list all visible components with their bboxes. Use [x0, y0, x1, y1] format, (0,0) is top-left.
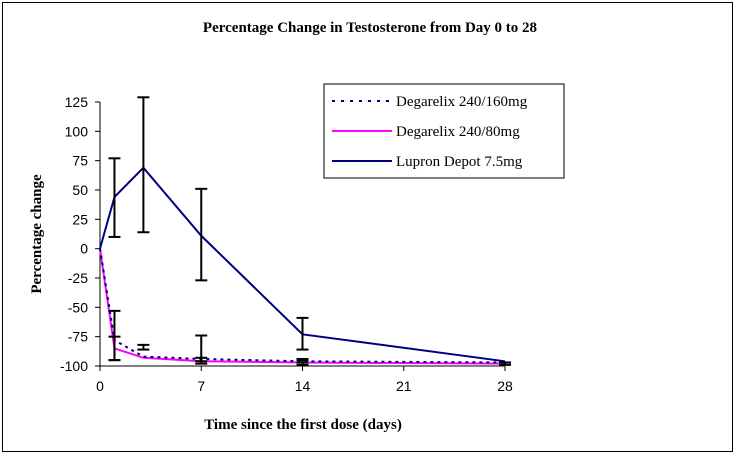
x-tick-label: 14 — [295, 378, 311, 394]
y-tick-label: -25 — [68, 270, 88, 286]
x-tick-label: 21 — [396, 378, 412, 394]
error-bar — [296, 316, 309, 351]
series-line-2 — [99, 166, 506, 363]
error-bar — [296, 359, 309, 366]
legend-label-1: Degarelix 240/80mg — [396, 124, 520, 140]
y-tick-label: 75 — [72, 153, 88, 169]
error-bar — [195, 187, 208, 282]
legend-label-2: Lupron Depot 7.5mg — [396, 154, 523, 170]
error-bar — [137, 343, 150, 351]
y-tick-label: 25 — [72, 211, 88, 227]
y-tick-label: 0 — [80, 241, 88, 257]
axes: 125 100 75 50 25 0 -25 -50 -75 -100 0 7 14 21 28 — [60, 94, 513, 394]
legend-label-0: Degarelix 240/160mg — [396, 94, 528, 110]
error-bar — [499, 361, 511, 366]
series-line-0 — [99, 248, 506, 364]
chart-title: Percentage Change in Testosterone from D… — [203, 20, 537, 36]
chart-frame — [2, 2, 733, 452]
error-bar — [108, 335, 121, 362]
x-tick-label: 7 — [197, 378, 205, 394]
y-tick-label: -75 — [68, 329, 88, 345]
y-tick-label: 50 — [72, 182, 88, 198]
x-tick-label: 0 — [96, 378, 104, 394]
y-axis-title: Percentage change — [29, 174, 45, 294]
x-axis-title: Time since the first dose (days) — [204, 417, 402, 433]
error-bars — [108, 96, 511, 366]
error-bar — [195, 356, 208, 365]
legend: Degarelix 240/160mg Degarelix 240/80mg Lup… — [323, 83, 565, 179]
error-bar — [108, 157, 121, 238]
y-tick-label: 125 — [65, 94, 89, 110]
series-line-1 — [99, 248, 506, 365]
x-tick-label: 28 — [497, 378, 513, 394]
y-tick-label: 100 — [65, 123, 89, 139]
y-tick-label: -100 — [60, 358, 88, 374]
y-tick-label: -50 — [68, 299, 88, 315]
error-bar — [137, 96, 150, 234]
